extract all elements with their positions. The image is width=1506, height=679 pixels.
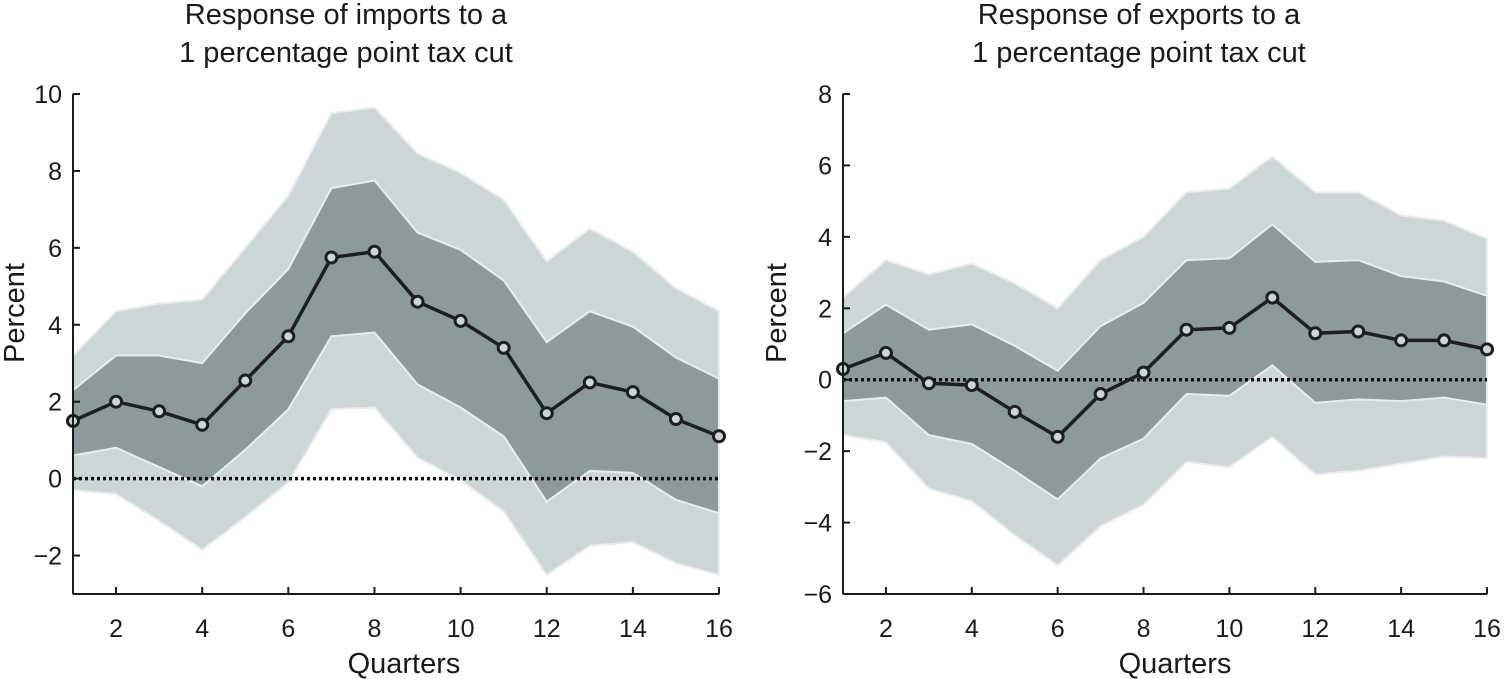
data-point bbox=[1179, 322, 1194, 337]
data-point bbox=[367, 244, 382, 259]
y-tick-label: −6 bbox=[803, 581, 832, 609]
data-point bbox=[1136, 365, 1151, 380]
data-point bbox=[582, 375, 597, 390]
y-axis-label: Percent bbox=[0, 263, 31, 363]
inner-confidence-band bbox=[842, 223, 1488, 501]
x-tick-label: 4 bbox=[195, 615, 209, 643]
x-tick-label: 8 bbox=[1137, 615, 1151, 643]
data-point bbox=[410, 294, 425, 309]
data-point bbox=[109, 394, 124, 409]
inner-confidence-band bbox=[72, 179, 720, 515]
data-point bbox=[453, 313, 468, 328]
x-tick-label: 14 bbox=[1387, 615, 1415, 643]
x-tick-label: 12 bbox=[533, 615, 561, 643]
y-tick-label: 2 bbox=[818, 295, 832, 323]
data-point bbox=[195, 417, 210, 432]
data-point bbox=[712, 429, 726, 444]
y-tick-label: 4 bbox=[48, 312, 62, 340]
x-axis-label: Quarters bbox=[348, 648, 461, 679]
data-point bbox=[324, 250, 339, 265]
axes: −2 0 2 4 6 8 10 2 4 6 8 10 12 14 16 bbox=[33, 81, 732, 643]
x-tick-label: 6 bbox=[1051, 615, 1065, 643]
y-tick-label: 8 bbox=[818, 81, 832, 109]
data-point bbox=[1007, 404, 1022, 419]
data-point bbox=[238, 373, 253, 388]
data-point bbox=[1480, 342, 1494, 357]
data-point bbox=[539, 406, 554, 421]
x-tick-label: 14 bbox=[619, 615, 647, 643]
y-tick-label: 6 bbox=[48, 235, 62, 263]
data-point bbox=[878, 345, 893, 360]
x-tick-label: 4 bbox=[965, 615, 979, 643]
point-estimate-line bbox=[72, 249, 720, 438]
data-point bbox=[1050, 429, 1065, 444]
data-point bbox=[281, 329, 296, 344]
data-point bbox=[1222, 320, 1237, 335]
data-point bbox=[1093, 387, 1108, 401]
data-point bbox=[1437, 333, 1452, 348]
y-tick-label: 0 bbox=[818, 367, 832, 395]
x-tick-label: 12 bbox=[1301, 615, 1329, 643]
plot-area bbox=[836, 155, 1494, 567]
data-point bbox=[921, 376, 936, 391]
y-tick-label: 0 bbox=[48, 466, 62, 494]
exports-response-chart: Response of exports to a 1 percentage po… bbox=[761, 0, 1501, 679]
chart-title-line-2: 1 percentage point tax cut bbox=[179, 37, 513, 69]
x-tick-label: 6 bbox=[281, 615, 295, 643]
chart-title-line-1: Response of exports to a bbox=[978, 0, 1301, 31]
data-point bbox=[964, 378, 979, 393]
y-tick-label: 4 bbox=[818, 224, 832, 252]
x-tick-label: 16 bbox=[705, 615, 733, 643]
data-point bbox=[668, 412, 683, 426]
data-point bbox=[1265, 290, 1280, 305]
chart-title-line-2: 1 percentage point tax cut bbox=[972, 37, 1306, 69]
x-tick-label: 8 bbox=[368, 615, 382, 643]
x-tick-label: 2 bbox=[109, 615, 123, 643]
x-tick-label: 10 bbox=[447, 615, 475, 643]
x-tick-label: 16 bbox=[1473, 615, 1501, 643]
y-tick-label: 10 bbox=[34, 81, 62, 109]
x-tick-label: 10 bbox=[1215, 615, 1243, 643]
data-point bbox=[625, 385, 640, 400]
data-point bbox=[1394, 333, 1409, 348]
imports-response-chart: Response of imports to a 1 percentage po… bbox=[0, 0, 733, 679]
data-point bbox=[1308, 326, 1323, 341]
data-point bbox=[152, 404, 167, 419]
y-tick-label: 8 bbox=[48, 158, 62, 186]
x-axis-label: Quarters bbox=[1119, 648, 1232, 679]
data-point bbox=[1351, 324, 1366, 339]
x-tick-label: 2 bbox=[879, 615, 893, 643]
plot-area bbox=[66, 106, 726, 577]
point-estimate-line bbox=[842, 295, 1488, 439]
y-tick-label: 6 bbox=[818, 152, 832, 180]
y-tick-label: 2 bbox=[48, 389, 62, 417]
chart-title-line-1: Response of imports to a bbox=[185, 0, 508, 31]
data-point bbox=[496, 340, 511, 355]
axes: −6 −4 −2 0 2 4 6 8 2 4 6 8 10 12 14 16 bbox=[803, 81, 1500, 643]
y-tick-label: −2 bbox=[803, 438, 832, 466]
y-tick-label: −2 bbox=[33, 543, 62, 571]
y-axis-label: Percent bbox=[761, 263, 793, 363]
y-tick-label: −4 bbox=[803, 510, 832, 538]
